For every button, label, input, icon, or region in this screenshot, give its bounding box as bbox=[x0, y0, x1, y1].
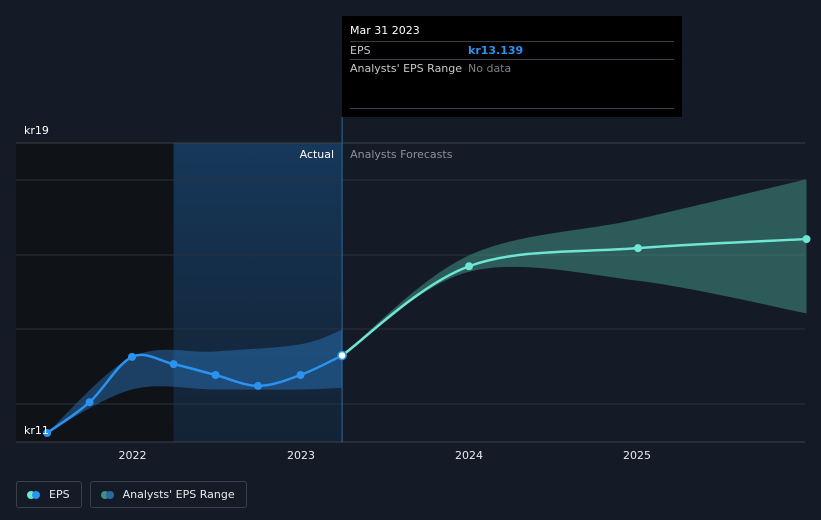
tooltip-eps-label: EPS bbox=[350, 44, 371, 57]
tooltip-eps-row: EPS kr13.139 bbox=[350, 42, 674, 60]
tooltip-range-row: Analysts' EPS Range No data bbox=[350, 60, 674, 77]
eps-actual-point bbox=[128, 352, 137, 361]
eps-actual-point bbox=[85, 398, 94, 407]
actual-range-band bbox=[47, 329, 343, 433]
legend-range-button[interactable]: Analysts' EPS Range bbox=[89, 481, 247, 508]
forecast-region-label: Analysts Forecasts bbox=[350, 148, 453, 161]
x-tick-label: 2025 bbox=[623, 449, 651, 462]
eps-actual-point bbox=[296, 371, 305, 379]
eps-forecast-point bbox=[634, 244, 642, 253]
eps-forecast-point bbox=[465, 262, 474, 271]
eps-actual-point bbox=[254, 381, 263, 390]
eps-forecast-line bbox=[341, 237, 807, 357]
x-tick-label: 2023 bbox=[287, 449, 315, 462]
legend-range-label: Analysts' EPS Range bbox=[122, 488, 235, 501]
legend-eps-label: EPS bbox=[49, 488, 70, 501]
legend: EPS Analysts' EPS Range bbox=[16, 481, 247, 508]
tooltip-date: Mar 31 2023 bbox=[350, 16, 674, 42]
y-axis-top-label: kr19 bbox=[24, 124, 49, 137]
actual-highlight bbox=[173, 143, 343, 442]
y-axis-bottom-label: kr11 bbox=[24, 424, 49, 437]
x-tick-label: 2024 bbox=[455, 449, 483, 462]
range-swatch-icon bbox=[100, 490, 115, 499]
eps-actual-line bbox=[46, 353, 343, 435]
eps-current-point bbox=[337, 350, 347, 361]
eps-actual-point bbox=[169, 360, 178, 369]
tooltip-range-label: Analysts' EPS Range bbox=[350, 62, 463, 75]
actual-region-label: Actual bbox=[300, 148, 334, 161]
forecast-range-band bbox=[342, 179, 807, 356]
tooltip: Mar 31 2023 EPS kr13.139 Analysts' EPS R… bbox=[342, 16, 682, 117]
eps-actual-point bbox=[211, 371, 220, 379]
x-tick-label: 2022 bbox=[119, 449, 147, 462]
past-shade bbox=[16, 143, 174, 442]
eps-swatch-icon bbox=[27, 490, 41, 499]
tooltip-eps-value: kr13.139 bbox=[468, 44, 524, 57]
legend-eps-button[interactable]: EPS bbox=[16, 481, 82, 508]
eps-actual-point bbox=[43, 429, 52, 437]
tooltip-range-value: No data bbox=[468, 62, 512, 75]
tooltip-divider bbox=[350, 108, 674, 109]
eps-forecast-point bbox=[802, 235, 811, 244]
